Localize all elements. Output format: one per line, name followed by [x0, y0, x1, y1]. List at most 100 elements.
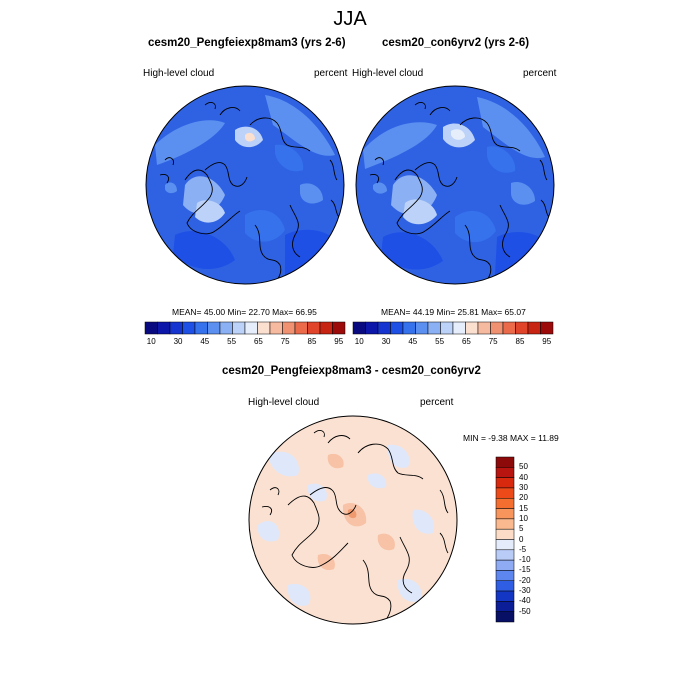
- coastline: [287, 495, 349, 568]
- colorbar-swatch: [540, 321, 554, 335]
- map-field-patch: [487, 146, 516, 173]
- colorbar-tick-label: 65: [461, 337, 471, 346]
- colorbar-swatch: [402, 321, 416, 335]
- coastline: [159, 157, 174, 184]
- colorbar-tick-label: 30: [173, 337, 183, 346]
- colorbar-swatch: [319, 321, 333, 335]
- colorbar-tick-label: 0: [519, 534, 524, 544]
- colorbar-tick-label: 5: [519, 524, 524, 534]
- coastline: [539, 159, 550, 218]
- colorbar-swatch: [144, 321, 158, 335]
- colorbar-tick-label: 85: [515, 337, 525, 346]
- map-field-patch: [377, 533, 395, 551]
- colorbar-swatch: [269, 321, 283, 335]
- coastline: [459, 117, 521, 152]
- colorbar-swatch: [477, 321, 491, 335]
- map-boundary: [355, 85, 555, 285]
- coastline: [254, 224, 282, 284]
- coastline: [414, 162, 458, 187]
- coastline: [394, 169, 451, 235]
- colorbar-swatch: [465, 321, 479, 335]
- colorbar-tick-label: 85: [307, 337, 317, 346]
- map-field-patch: [173, 231, 235, 270]
- map-field-patch: [165, 182, 177, 194]
- colorbar-tick-label: 45: [408, 337, 418, 346]
- map-field-patch: [245, 210, 285, 242]
- panel1-units-label: percent: [314, 68, 348, 79]
- colorbar-swatch: [232, 321, 246, 335]
- coastline: [204, 162, 248, 187]
- map-field-patch: [155, 120, 225, 165]
- colorbar-tick-label: -30: [519, 586, 531, 596]
- colorbar-swatch: [377, 321, 391, 335]
- colorbar-tick-label: 10: [354, 337, 364, 346]
- diff-stats: MIN = -9.38 MAX = 11.89: [463, 433, 559, 443]
- colorbar-tick-label: 10: [519, 513, 528, 523]
- colorbar-tick-label: 65: [253, 337, 263, 346]
- coastline: [357, 443, 424, 480]
- panel2-polar-map: [355, 85, 555, 285]
- colorbar-swatch: [495, 590, 515, 602]
- colorbar-swatch: [294, 321, 308, 335]
- colorbar-swatch: [207, 321, 221, 335]
- panel2-stats: MEAN= 44.19 Min= 25.81 Max= 65.07: [381, 307, 526, 317]
- map-field-patch: [265, 95, 335, 156]
- colorbar-tick-label: -40: [519, 596, 531, 606]
- panel2-variable-label: High-level cloud: [352, 68, 424, 79]
- colorbar-swatch: [495, 498, 515, 509]
- diff-units-label: percent: [420, 397, 454, 408]
- diff-colorbar: [495, 456, 515, 623]
- map-field-patch: [268, 451, 299, 477]
- panel1-title: cesm20_Pengfeiexp8mam3 (yrs 2-6): [148, 37, 346, 49]
- colorbar-swatch: [495, 539, 515, 551]
- panel1-stats: MEAN= 45.00 Min= 22.70 Max= 66.95: [172, 307, 317, 317]
- colorbar-swatch: [527, 321, 541, 335]
- panel1-polar-map: [145, 85, 345, 285]
- coastline: [369, 157, 384, 184]
- map-boundary: [248, 415, 458, 625]
- colorbar-swatch: [515, 321, 529, 335]
- colorbar-swatch: [495, 467, 515, 478]
- colorbar-tick-label: -20: [519, 575, 531, 585]
- colorbar-tick-label: 95: [334, 337, 344, 346]
- colorbar-swatch: [495, 549, 515, 561]
- colorbar-swatch: [390, 321, 404, 335]
- panel2-colorbar: [352, 321, 554, 335]
- colorbar-swatch: [365, 321, 379, 335]
- colorbar-swatch: [182, 321, 196, 335]
- colorbar-tick-label: -50: [519, 606, 531, 616]
- colorbar-swatch: [282, 321, 296, 335]
- colorbar-swatch: [169, 321, 183, 335]
- colorbar-tick-label: -5: [519, 544, 527, 554]
- coastline: [249, 117, 311, 152]
- coastline: [204, 102, 241, 116]
- map-field-patch: [477, 97, 545, 159]
- colorbar-swatch: [495, 456, 515, 468]
- colorbar-tick-label: 75: [488, 337, 498, 346]
- colorbar-swatch: [490, 321, 504, 335]
- coastline: [313, 430, 351, 444]
- colorbar-tick-label: 40: [519, 472, 528, 482]
- colorbar-tick-label: 55: [227, 337, 237, 346]
- colorbar-swatch: [352, 321, 366, 335]
- colorbar-swatch: [495, 570, 515, 581]
- colorbar-tick-label: 15: [519, 503, 528, 513]
- coastline: [439, 489, 449, 554]
- colorbar-swatch: [495, 508, 515, 520]
- colorbar-swatch: [495, 518, 515, 530]
- map-field-patch: [451, 129, 465, 140]
- map-field-patch: [257, 520, 280, 542]
- colorbar-tick-label: -10: [519, 555, 531, 565]
- colorbar-swatch: [495, 477, 515, 489]
- colorbar-tick-label: -15: [519, 565, 531, 575]
- colorbar-swatch: [257, 321, 271, 335]
- colorbar-swatch: [415, 321, 429, 335]
- map-field-patch: [245, 132, 255, 142]
- map-field-patch: [327, 453, 344, 469]
- colorbar-tick-label: 95: [542, 337, 552, 346]
- coastline: [499, 204, 511, 258]
- page-title: JJA: [333, 8, 367, 30]
- diff-title: cesm20_Pengfeiexp8mam3 - cesm20_con6yrv2: [222, 365, 481, 377]
- coastline: [329, 159, 340, 218]
- colorbar-swatch: [244, 321, 258, 335]
